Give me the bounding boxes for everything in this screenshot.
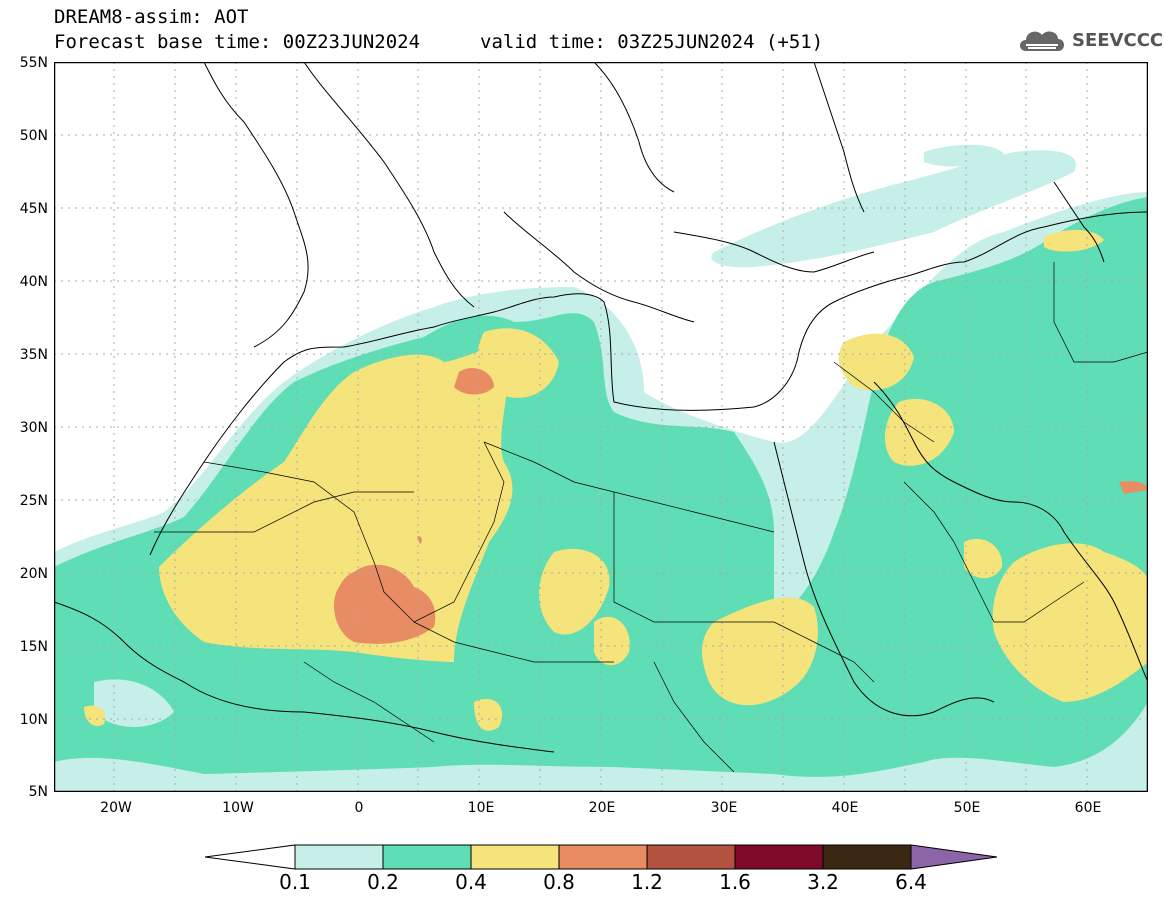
aot-band-0.4 [84,229,1148,731]
lon-label: 50E [953,800,981,816]
colorbar-label: 3.2 [807,870,839,894]
lon-label: 10W [222,800,254,816]
graticule [54,62,1148,792]
forecast-base-time: Forecast base time: 00Z23JUN2024 [54,31,421,53]
colorbar-label: 6.4 [895,870,927,894]
lat-label: 25N [19,493,48,509]
logo-text: SEEVCCC [1072,29,1164,51]
lat-label: 55N [19,55,48,71]
colorbar-label: 0.2 [367,870,399,894]
lat-label: 30N [19,420,48,436]
colorbar-swatch [382,844,472,870]
lat-label: 5N [28,784,48,800]
lon-label: 0 [354,800,364,816]
colorbar-swatch [294,844,384,870]
country-borders [154,262,1148,773]
lon-label: 60E [1074,800,1102,816]
colorbar-swatch [822,844,912,870]
colorbar-label: 0.8 [543,870,575,894]
colorbar-swatch [558,844,648,870]
lon-label: 20E [588,800,616,816]
colorbar-swatch [646,844,736,870]
colorbar [205,844,998,870]
seevccc-logo: SEEVCCC [1016,22,1163,58]
colorbar-label: 0.4 [455,870,487,894]
lon-label: 20W [100,800,132,816]
lat-label: 10N [19,712,48,728]
colorbar-label: 1.2 [631,870,663,894]
lat-label: 20N [19,566,48,582]
colorbar-label: 1.6 [719,870,751,894]
lon-label: 40E [831,800,859,816]
lat-label: 45N [19,201,48,217]
lat-label: 40N [19,274,48,290]
colorbar-swatch [734,844,824,870]
colorbar-label: 0.1 [279,870,311,894]
aot-band-0.8 [334,367,1148,644]
cloud-icon [1020,31,1064,51]
map-border [54,62,1148,792]
colorbar-low-extension [205,844,296,870]
map-title: DREAM8-assim: AOT [54,6,249,28]
lon-label: 10E [467,800,495,816]
lat-label: 15N [19,639,48,655]
valid-time: valid time: 03Z25JUN2024 (+51) [480,31,824,53]
lat-label: 50N [19,128,48,144]
coastlines [54,62,1148,753]
aot-map [54,62,1148,792]
colorbar-high-extension [910,844,998,870]
lat-label: 35N [19,347,48,363]
colorbar-swatch [470,844,560,870]
lon-label: 30E [710,800,738,816]
